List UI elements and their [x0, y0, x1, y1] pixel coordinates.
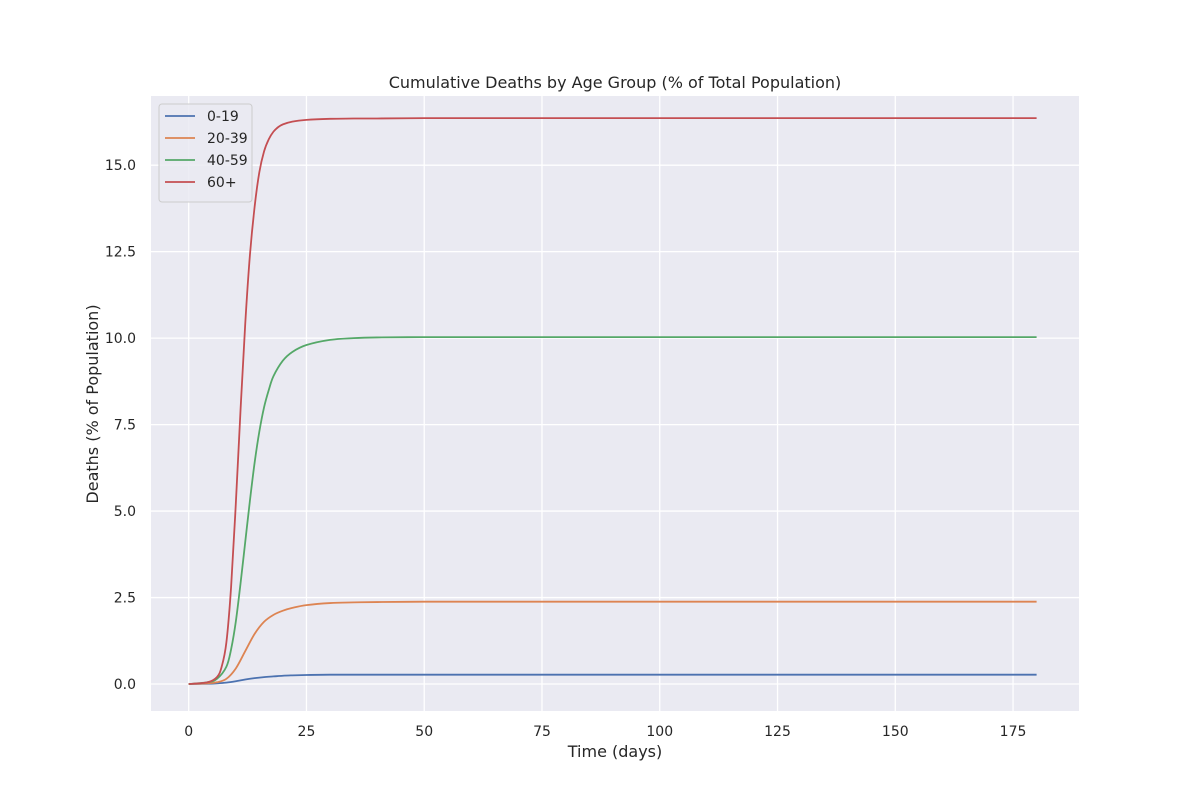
- series-line-40-59: [188, 336, 1037, 685]
- x-axis-ticks: 0 25 50 75 100 125 150 175: [184, 724, 1026, 740]
- legend-label: 60+: [207, 175, 237, 191]
- series-line-20-39: [188, 600, 1037, 685]
- legend-label: 40-59: [207, 153, 248, 169]
- series-line-0-19: [188, 673, 1037, 685]
- legend: 0-19 20-39 40-59 60+: [158, 103, 253, 203]
- legend-label: 0-19: [207, 109, 239, 125]
- chart-title: Cumulative Deaths by Age Group (% of Tot…: [389, 73, 842, 92]
- y-tick-label: 12.5: [105, 245, 136, 261]
- y-tick-label: 7.5: [114, 418, 136, 434]
- y-tick-label: 15.0: [105, 158, 136, 174]
- y-axis-label: Deaths (% of Population): [83, 304, 102, 503]
- y-tick-label: 5.0: [114, 504, 136, 520]
- x-axis-label: Time (days): [567, 742, 663, 761]
- legend-box: [158, 103, 253, 203]
- y-tick-label: 0.0: [114, 677, 136, 693]
- y-tick-label: 10.0: [105, 331, 136, 347]
- x-tick-label: 125: [764, 724, 791, 740]
- series-line-60+: [188, 117, 1037, 685]
- series-lines: [188, 117, 1037, 685]
- y-axis-ticks: 0.0 2.5 5.0 7.5 10.0 12.5 15.0: [105, 158, 136, 693]
- x-tick-label: 25: [298, 724, 316, 740]
- x-tick-label: 100: [646, 724, 673, 740]
- gridlines: [151, 96, 1079, 711]
- plot-area: [151, 96, 1079, 711]
- x-tick-label: 175: [1000, 724, 1027, 740]
- y-tick-label: 2.5: [114, 591, 136, 607]
- x-tick-label: 75: [533, 724, 551, 740]
- x-tick-label: 150: [882, 724, 909, 740]
- legend-label: 20-39: [207, 131, 248, 147]
- x-tick-label: 0: [184, 724, 193, 740]
- x-tick-label: 50: [415, 724, 433, 740]
